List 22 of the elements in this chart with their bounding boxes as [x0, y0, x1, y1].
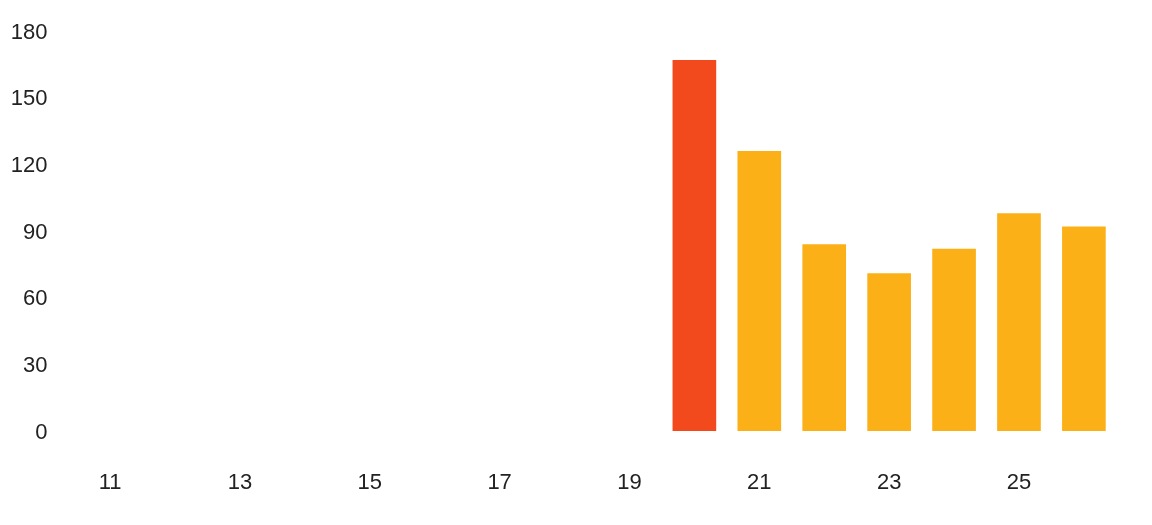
- bar: [932, 248, 976, 431]
- bar: [737, 151, 782, 431]
- x-tick-label: 25: [1006, 468, 1032, 494]
- bar: [802, 244, 847, 431]
- y-tick-label: 180: [10, 18, 48, 44]
- x-tick-label: 15: [357, 468, 383, 494]
- y-tick-label: 60: [23, 285, 48, 311]
- y-tick-label: 90: [23, 218, 48, 244]
- y-tick-label: 150: [10, 85, 48, 111]
- y-tick-label: 0: [35, 418, 48, 444]
- x-tick-label: 17: [487, 468, 512, 494]
- bar: [672, 59, 717, 431]
- bar: [1062, 226, 1106, 431]
- bar: [867, 273, 911, 431]
- bar: [997, 213, 1041, 431]
- y-tick-label: 30: [23, 351, 48, 377]
- x-tick-label: 13: [227, 468, 253, 494]
- x-tick-label: 19: [617, 468, 642, 494]
- x-tick-label: 23: [876, 468, 902, 494]
- y-tick-label: 120: [10, 151, 48, 177]
- x-tick-label: 21: [747, 468, 772, 494]
- x-tick-label: 11: [98, 468, 122, 494]
